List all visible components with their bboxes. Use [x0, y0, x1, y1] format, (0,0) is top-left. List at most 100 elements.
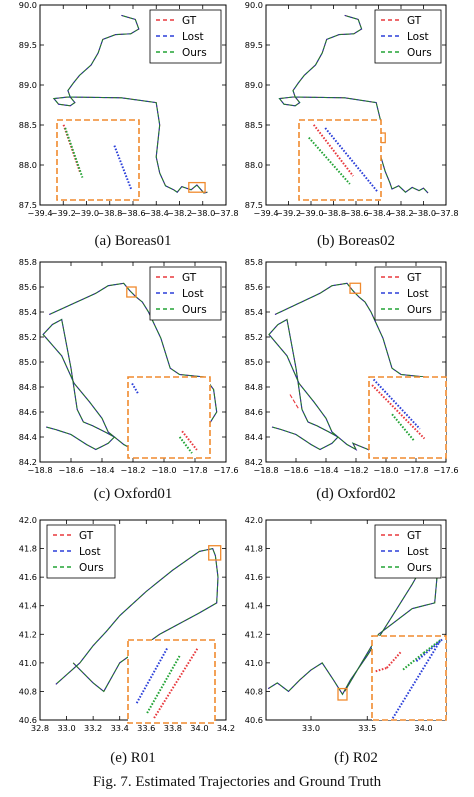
x-tick-label: −18.0: [151, 465, 176, 475]
legend-label: Lost: [407, 288, 429, 300]
y-tick-label: 85.4: [19, 307, 37, 317]
y-tick-label: 84.6: [245, 407, 263, 417]
y-tick-label: 41.4: [19, 601, 37, 611]
y-tick-label: 85.8: [19, 257, 37, 267]
y-tick-label: 88.5: [19, 120, 37, 130]
y-tick-label: 84.4: [19, 432, 37, 442]
y-tick-label: 85.4: [245, 307, 263, 317]
legend-box: [374, 524, 442, 579]
y-tick-label: 41.8: [245, 544, 263, 554]
trajectory-outline: [55, 548, 219, 692]
x-tick-label: −38.6: [120, 208, 145, 218]
x-tick-label: 33.0: [57, 723, 75, 733]
subfigure-caption: (e) R01: [110, 750, 155, 766]
legend-label: GT: [407, 15, 422, 27]
inset-line-ours: [423, 639, 441, 654]
inset-line-gt: [181, 430, 198, 451]
trajectory-outline: [53, 15, 208, 194]
trajectory-lines: [55, 547, 219, 693]
inset-line-ours: [64, 127, 84, 178]
legend-label: GT: [407, 530, 422, 542]
inset-line-gt: [386, 650, 403, 669]
subfigure-caption: (c) Oxford01: [94, 486, 173, 502]
subfigure-caption: (d) Oxford02: [316, 486, 396, 502]
chart-panel: −39.4−39.2−39.0−38.8−38.6−38.4−38.2−38.0…: [245, 0, 459, 249]
y-tick-label: 41.2: [19, 629, 37, 639]
legend-label: Ours: [407, 562, 432, 574]
y-tick-label: 40.8: [245, 686, 263, 696]
inset-line-gt: [312, 124, 354, 177]
inset-line-ours: [308, 136, 351, 185]
legend-label: Ours: [407, 47, 432, 59]
x-tick-label: −18.6: [283, 465, 308, 475]
y-tick-label: 84.4: [245, 432, 263, 442]
figure-caption: Fig. 7. Estimated Trajectories and Groun…: [93, 774, 382, 790]
subfigure-caption: (a) Boreas01: [94, 233, 171, 249]
zoom-inset-box: [127, 376, 211, 459]
y-tick-label: 41.6: [19, 572, 37, 582]
x-tick-label: −37.8: [433, 208, 458, 218]
legend-label: Ours: [182, 47, 207, 59]
zoom-inset-box: [127, 639, 216, 724]
legend-label: Ours: [182, 304, 207, 316]
chart-panel: −18.8 −18.6 −18.4 −18.2 −18.0 −17.8 −17.6 84.2 8…: [245, 257, 459, 502]
legend-box: [374, 266, 442, 321]
chart-panel: 33.0 33.5 34.0 40.6 40.8 41.0 41.2 41.4 41.6 41.8…: [245, 515, 447, 766]
y-tick-label: 84.8: [245, 382, 263, 392]
legend-label: Lost: [407, 31, 429, 43]
x-tick-label: −18.2: [120, 465, 145, 475]
trajectory-outline: [268, 548, 438, 695]
x-tick-label: −37.8: [213, 208, 238, 218]
x-tick-label: 33.2: [84, 723, 102, 733]
y-tick-label: 88.0: [245, 160, 263, 170]
legend-box: [46, 524, 116, 579]
inset-line-ours: [391, 413, 415, 441]
y-tick-label: 40.6: [245, 715, 263, 725]
inset-line-gt: [153, 647, 199, 719]
x-tick-label: −38.4: [366, 208, 391, 218]
y-tick-label: 84.2: [19, 457, 37, 467]
inset-line-lost: [391, 640, 441, 719]
inset-line-ours: [146, 654, 182, 714]
x-tick-label: −38.8: [321, 208, 346, 218]
x-tick-label: −17.8: [403, 465, 428, 475]
zoom-window-marker: [337, 687, 348, 701]
trajectory-outline: [278, 15, 429, 194]
legend-label: GT: [79, 530, 94, 542]
legend-label: GT: [407, 272, 422, 284]
chart-panel: −39.4−39.2−39.0−38.8−38.6−38.4−38.2−38.0…: [19, 0, 239, 249]
y-tick-label: 89.5: [245, 40, 263, 50]
subfigure-caption: (b) Boreas02: [317, 233, 395, 249]
y-tick-label: 41.8: [19, 544, 37, 554]
zoom-window-marker: [126, 286, 137, 298]
x-tick-label: −38.6: [343, 208, 368, 218]
x-tick-label: −18.2: [343, 465, 368, 475]
legend-box: [149, 9, 222, 64]
y-tick-label: 87.5: [19, 200, 37, 210]
y-tick-label: 89.0: [245, 80, 263, 90]
x-tick-label: 34.0: [414, 723, 432, 733]
x-tick-label: −39.0: [298, 208, 323, 218]
chart-panel: −18.8 −18.6 −18.4 −18.2 −18.0 −17.8 −17.6 84.2 8…: [19, 257, 239, 502]
zoom-window-marker: [188, 181, 206, 193]
y-tick-label: 41.0: [245, 658, 263, 668]
legend-label: GT: [182, 272, 197, 284]
series-line-gt: [289, 394, 300, 410]
inset-line-lost: [324, 127, 379, 193]
x-tick-label: −39.0: [74, 208, 99, 218]
inset-line-lost: [415, 638, 443, 662]
chart-panel: 32.8 33.0 33.2 33.4 33.6 33.8 34.0 34.2 40.6 40.8…: [19, 515, 235, 766]
legend-box: [149, 266, 222, 321]
x-tick-label: −17.8: [182, 465, 207, 475]
legend-label: GT: [182, 15, 197, 27]
inset-line-ours: [178, 436, 193, 454]
zoom-inset-box: [368, 376, 447, 459]
x-tick-label: 33.5: [358, 723, 376, 733]
y-tick-label: 42.0: [19, 515, 37, 525]
x-tick-label: −38.2: [167, 208, 192, 218]
y-tick-label: 85.2: [245, 332, 263, 342]
zoom-inset-box: [298, 119, 382, 201]
y-tick-label: 85.8: [245, 257, 263, 267]
y-tick-label: 85.0: [19, 357, 37, 367]
y-tick-label: 90.0: [245, 0, 263, 10]
